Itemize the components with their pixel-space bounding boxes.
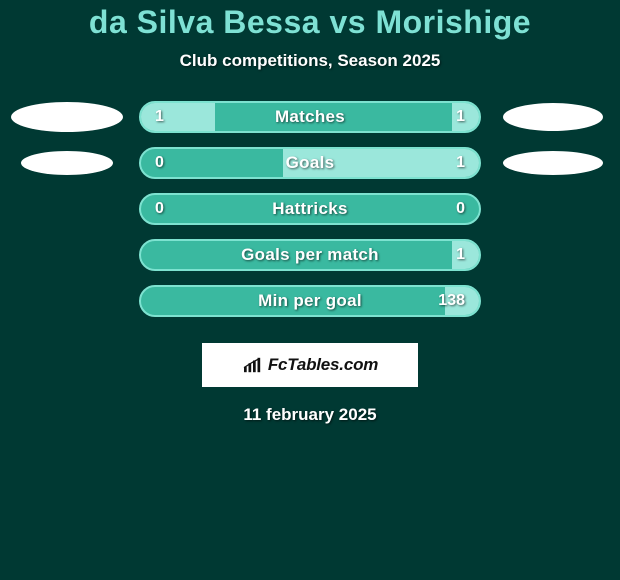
stat-label: Goals per match [141,241,479,269]
stat-bar: 0Hattricks0 [139,193,481,225]
stat-label: Min per goal [141,287,479,315]
team-badge-right [503,103,603,131]
stat-bar: Goals per match1 [139,239,481,271]
date-text: 11 february 2025 [0,405,620,425]
stat-label: Hattricks [141,195,479,223]
stat-row: 1Matches1 [0,101,620,133]
stat-row: 0Goals1 [0,147,620,179]
stat-row: Goals per match1 [0,239,620,271]
stat-rows: 1Matches10Goals10Hattricks0Goals per mat… [0,101,620,317]
page-title: da Silva Bessa vs Morishige [0,4,620,41]
brand-badge: FcTables.com [202,343,418,387]
brand-chart-icon [242,356,264,374]
stat-value-right: 1 [456,149,465,177]
comparison-card: da Silva Bessa vs Morishige Club competi… [0,0,620,580]
team-badge-left [11,102,123,132]
right-badge-slot [493,151,613,175]
team-badge-right [503,151,603,175]
stat-label: Matches [141,103,479,131]
left-badge-slot [7,151,127,175]
team-badge-left [21,151,113,175]
stat-value-right: 138 [438,287,465,315]
brand-text: FcTables.com [268,355,378,375]
stat-row: Min per goal138 [0,285,620,317]
right-badge-slot [493,103,613,131]
stat-value-right: 0 [456,195,465,223]
stat-value-right: 1 [456,103,465,131]
stat-value-right: 1 [456,241,465,269]
stat-bar: 0Goals1 [139,147,481,179]
stat-row: 0Hattricks0 [0,193,620,225]
left-badge-slot [7,102,127,132]
page-subtitle: Club competitions, Season 2025 [0,51,620,71]
stat-label: Goals [141,149,479,177]
stat-bar: 1Matches1 [139,101,481,133]
stat-bar: Min per goal138 [139,285,481,317]
